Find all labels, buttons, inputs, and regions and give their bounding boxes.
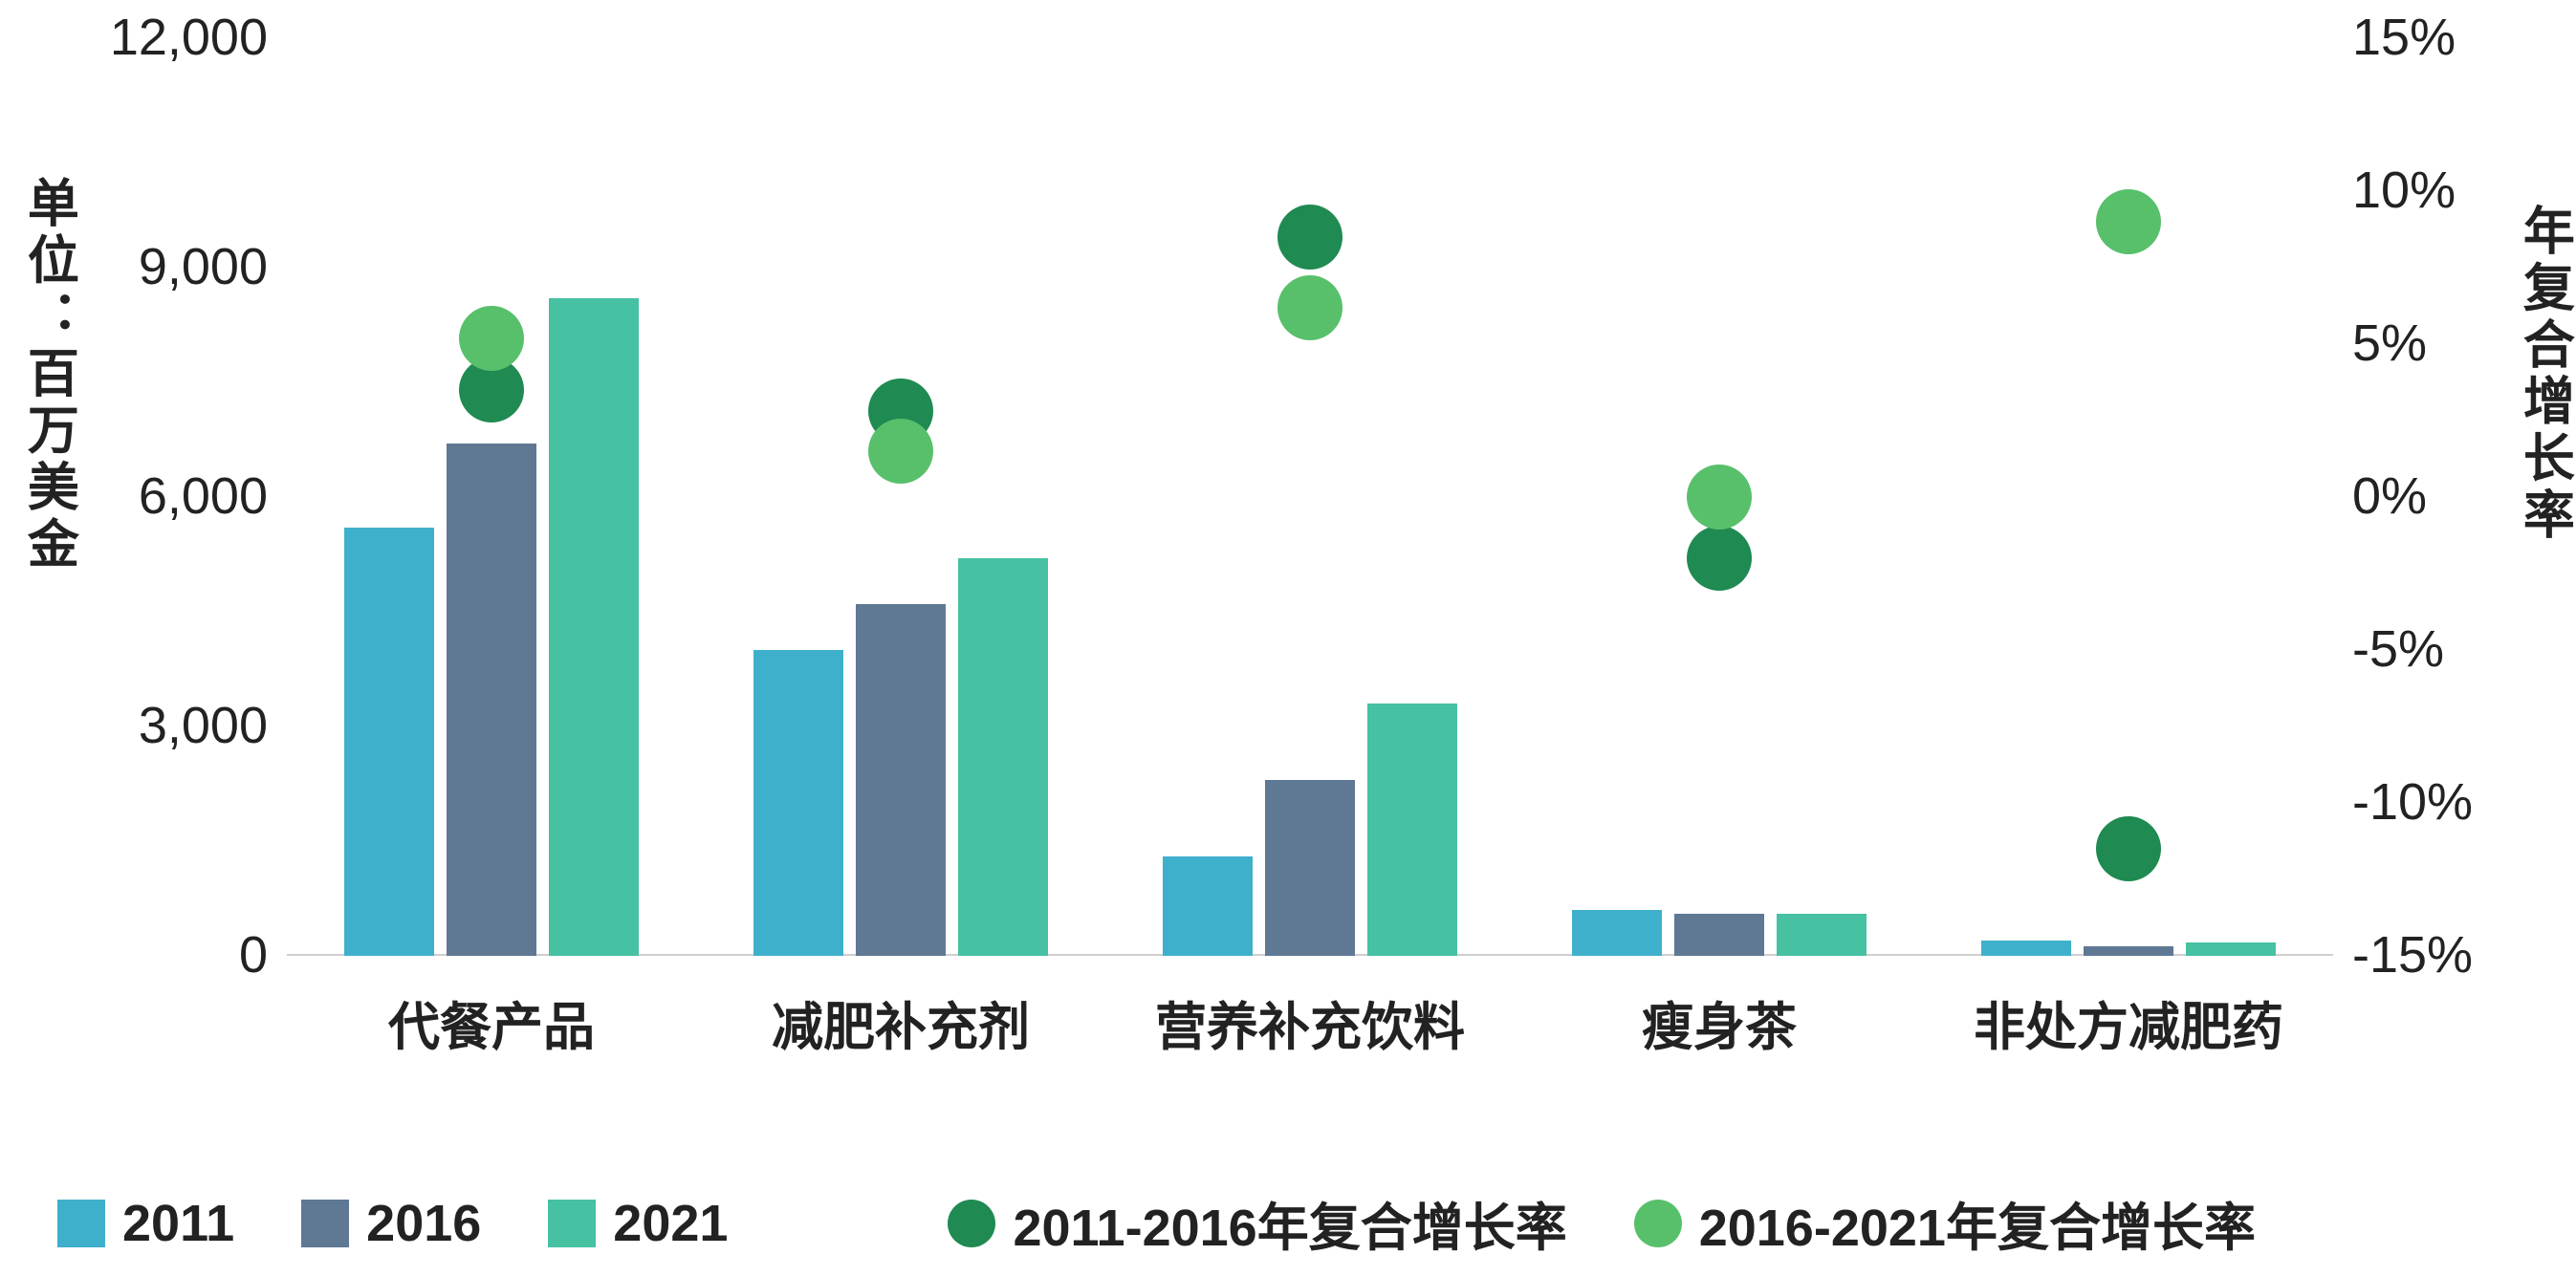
bar: [1777, 914, 1867, 956]
right-y-tick: -5%: [2352, 619, 2444, 679]
bar: [1572, 910, 1663, 956]
cagr-dot: [459, 306, 524, 371]
legend-item: 2016-2021年复合增长率: [1634, 1185, 2256, 1261]
bar: [1981, 941, 2072, 956]
bar: [1674, 914, 1765, 956]
bar: [1265, 780, 1356, 956]
right-y-tick: -10%: [2352, 772, 2473, 832]
left-y-tick: 9,000: [139, 237, 268, 296]
category-label: 瘦身茶: [1515, 985, 1924, 1060]
cagr-dot: [2096, 189, 2161, 254]
right-y-tick: 5%: [2352, 314, 2427, 373]
cagr-dot: [1687, 465, 1752, 530]
legend-swatch-square-icon: [548, 1200, 596, 1247]
category-label: 非处方减肥药: [1924, 985, 2333, 1060]
bar: [1163, 856, 1254, 956]
legend-swatch-circle-icon: [1634, 1200, 1682, 1247]
category-label: 代餐产品: [287, 985, 696, 1060]
legend-label: 2011-2016年复合增长率: [1013, 1185, 1566, 1261]
bar: [856, 604, 947, 956]
cagr-dot: [2096, 816, 2161, 881]
legend-label: 2016: [366, 1194, 481, 1253]
legend-swatch-square-icon: [57, 1200, 105, 1247]
category-label: 减肥补充剂: [696, 985, 1105, 1060]
legend-label: 2011: [122, 1194, 234, 1253]
bar: [549, 298, 640, 956]
bar: [2186, 942, 2277, 956]
bar: [2084, 946, 2174, 956]
bar: [753, 650, 844, 956]
right-y-tick: 15%: [2352, 8, 2456, 67]
right-y-axis-title: 年复合增长率: [2515, 204, 2571, 544]
legend-item: 2011: [57, 1194, 234, 1253]
left-y-tick: 12,000: [110, 8, 268, 67]
bar: [958, 558, 1049, 956]
left-y-tick: 0: [239, 925, 268, 985]
legend-swatch-circle-icon: [948, 1200, 995, 1247]
legend-item: 2021: [548, 1194, 728, 1253]
legend: 2011 2016 2021 2011-2016年复合增长率 2016-2021年复合增…: [57, 1185, 2557, 1261]
category-label: 营养补充饮料: [1105, 985, 1515, 1060]
right-y-tick: 10%: [2352, 161, 2456, 220]
cagr-dot: [868, 419, 933, 484]
legend-item: 2016: [301, 1194, 481, 1253]
left-y-tick: 3,000: [139, 696, 268, 755]
cagr-dot: [1277, 205, 1343, 270]
legend-label: 2016-2021年复合增长率: [1699, 1185, 2256, 1261]
bar: [447, 444, 537, 956]
plot-area: [287, 38, 2333, 956]
legend-label: 2021: [613, 1194, 728, 1253]
left-y-axis-title: 单位：百万美金: [19, 176, 76, 574]
right-y-tick: 0%: [2352, 466, 2427, 526]
bar: [344, 528, 435, 956]
cagr-dot: [1277, 275, 1343, 340]
cagr-dot: [1687, 526, 1752, 591]
left-y-tick: 6,000: [139, 466, 268, 526]
legend-item: 2011-2016年复合增长率: [948, 1185, 1566, 1261]
legend-swatch-square-icon: [301, 1200, 349, 1247]
chart-container: 单位：百万美金 年复合增长率 0 3,000 6,000 9,000 12,000 -15…: [0, 0, 2576, 1277]
bar: [1367, 703, 1458, 956]
right-y-tick: -15%: [2352, 925, 2473, 985]
